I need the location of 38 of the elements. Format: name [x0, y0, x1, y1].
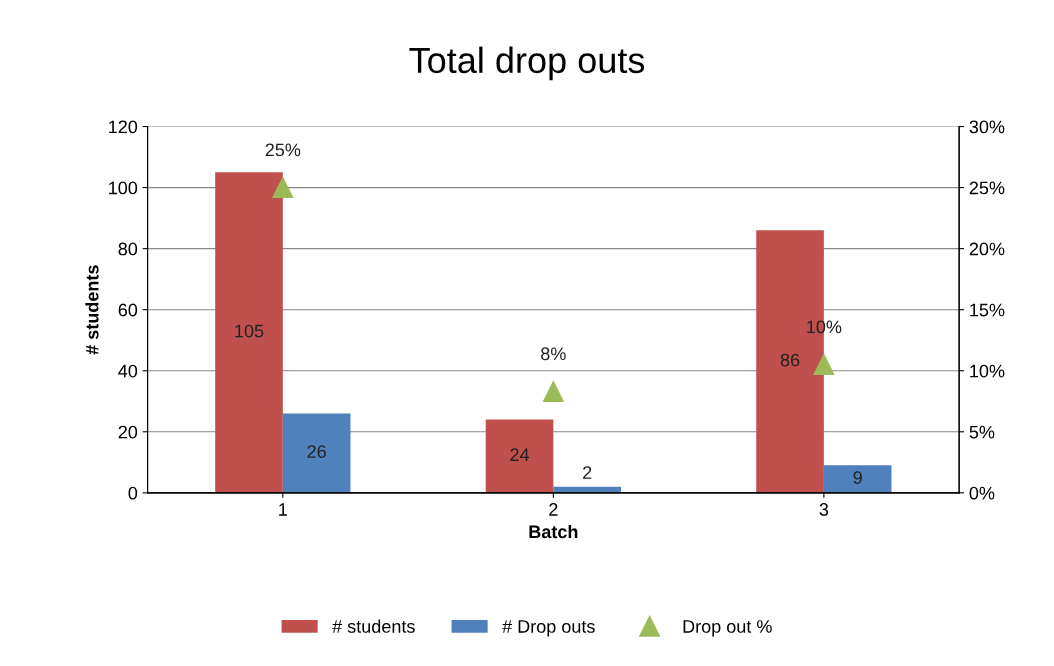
y-tick-label: 60 [118, 303, 138, 317]
point [272, 177, 294, 199]
y-tick-label: 100 [109, 181, 138, 195]
data-label: 26 [307, 445, 326, 458]
point [542, 381, 564, 402]
y-tick-label: 0 [128, 486, 138, 500]
point [813, 354, 835, 376]
y2-tick-label: 25% [969, 181, 1005, 195]
x-axis-title: Batch [529, 524, 578, 539]
y2-tick-label: 15% [970, 303, 1005, 317]
x-tick-label: 1 [279, 503, 287, 516]
legend-label: # Drop outs [502, 620, 595, 637]
y2-tick-label: 30% [969, 120, 1005, 134]
bar [282, 413, 351, 493]
data-label: 105 [235, 324, 264, 338]
y2-tick-label: 0% [969, 486, 995, 500]
bar [215, 172, 283, 493]
legend-label: Drop out % [683, 620, 772, 637]
data-label: 8% [541, 347, 566, 361]
y2-tick-label: 10% [970, 364, 1005, 378]
data-label: 25% [265, 143, 301, 157]
legend-label: # students [332, 619, 415, 633]
y2-tick-label: 20% [969, 242, 1005, 256]
data-label: 24 [510, 448, 530, 461]
x-tick-label: 3 [819, 503, 829, 516]
data-label: 9 [853, 471, 862, 484]
bar [823, 465, 892, 493]
y-tick-label: 40 [118, 364, 138, 378]
y-tick-label: 20 [118, 425, 138, 439]
y-tick-label: 80 [118, 242, 138, 256]
y-tick-label: 120 [109, 120, 138, 134]
y2-tick-label: 5% [969, 425, 995, 439]
chart-title: Total drop outs [409, 46, 645, 81]
x-tick-label: 2 [549, 503, 558, 516]
data-label: 2 [583, 466, 592, 479]
bar [485, 419, 554, 493]
data-label: 86 [780, 353, 800, 367]
y-axis-title: # students [85, 265, 99, 355]
